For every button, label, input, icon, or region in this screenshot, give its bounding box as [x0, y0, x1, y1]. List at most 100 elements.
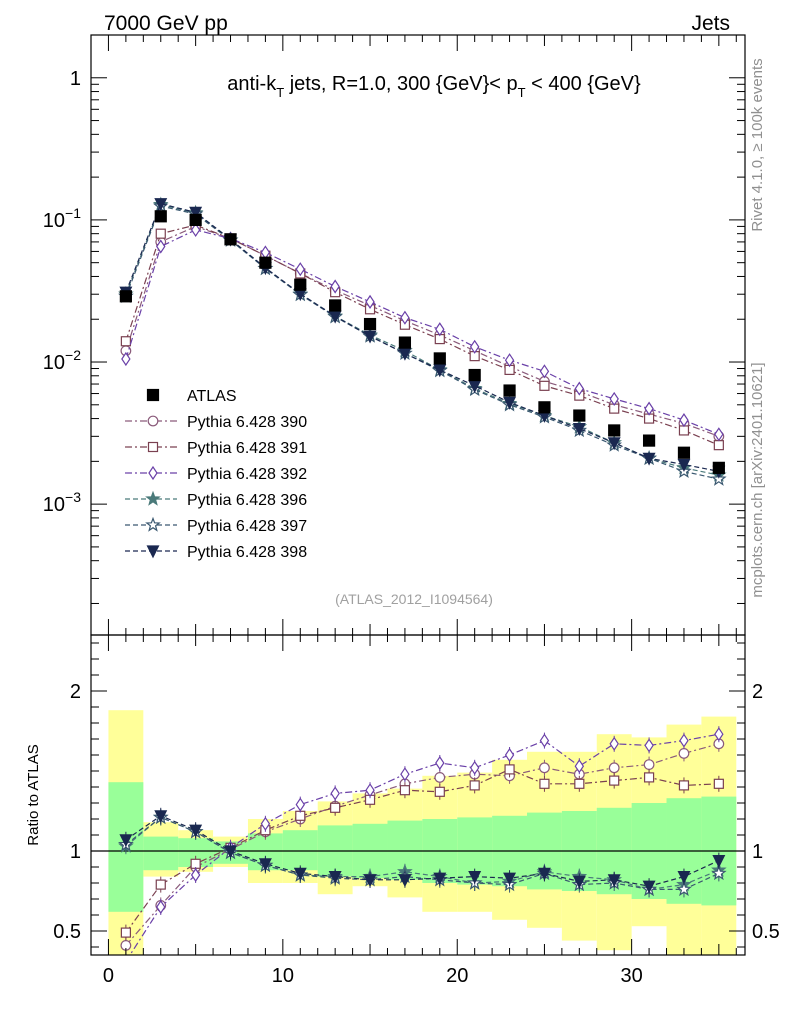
legend-label: ATLAS — [187, 388, 237, 405]
ratio-point — [678, 780, 690, 791]
legend-label: Pythia 6.428 398 — [187, 544, 307, 561]
ratio-point — [712, 854, 726, 868]
data-point — [678, 425, 690, 436]
data-point — [363, 317, 377, 331]
ratio-point — [363, 874, 377, 888]
data-point — [329, 299, 342, 312]
ratio-point — [125, 954, 127, 955]
ratio-point — [677, 870, 691, 884]
series-line — [125, 202, 719, 472]
ratio-point — [190, 867, 201, 883]
data-point — [574, 381, 585, 396]
legend-marker — [147, 415, 159, 427]
ratio-point — [399, 785, 411, 796]
ratio-y-tick-label: 1 — [70, 841, 81, 863]
ratio-point — [678, 748, 690, 759]
ratio-point — [400, 767, 410, 782]
data-point — [573, 409, 586, 422]
legend-item: ATLAS — [146, 388, 237, 405]
data-point — [400, 310, 410, 325]
ratio-point — [365, 783, 375, 798]
data-point — [539, 364, 550, 379]
ratio-point — [433, 872, 447, 886]
data-point — [714, 427, 724, 442]
y-tick-label: 10−3 — [43, 489, 81, 516]
ratio-point — [155, 879, 166, 890]
analysis-label: (ATLAS_2012_I1094564) — [335, 591, 493, 607]
data-point — [642, 434, 656, 447]
data-point — [677, 458, 691, 472]
series-atlas — [119, 210, 725, 474]
data-point — [154, 198, 168, 212]
data-point — [468, 368, 481, 382]
legend-item: Pythia 6.428 398 — [125, 544, 307, 561]
ratio-point — [572, 875, 586, 889]
ratio-y-tick-label-right: 1 — [752, 841, 763, 863]
data-point — [608, 424, 621, 437]
legend-marker — [146, 545, 160, 559]
ratio-point — [574, 759, 585, 774]
data-point — [119, 290, 132, 303]
data-point — [259, 256, 272, 269]
ratio-point — [190, 858, 201, 869]
data-point — [503, 396, 517, 410]
ratio-point — [608, 762, 620, 774]
series-pythia-6-428-392 — [121, 222, 724, 442]
data-point — [642, 452, 656, 466]
legend-label: Pythia 6.428 397 — [187, 518, 307, 535]
legend-label: Pythia 6.428 391 — [187, 440, 307, 457]
series-line — [125, 205, 719, 480]
ratio-panel: 0.5 0.51 12 20 10 20 30 Ratio to ATLAS — [25, 634, 780, 987]
ratio-point — [189, 824, 203, 838]
ratio-point — [537, 867, 551, 881]
ratio-line — [125, 816, 720, 891]
legend-item: Pythia 6.428 396 — [125, 490, 307, 509]
series-line — [125, 224, 720, 446]
ratio-point — [224, 845, 237, 859]
data-point — [713, 440, 724, 451]
data-point — [294, 278, 307, 291]
y-tick-label: 10−2 — [43, 347, 81, 374]
ratio-point — [711, 865, 727, 881]
data-point — [120, 336, 131, 347]
ratio-point — [539, 762, 550, 774]
data-point — [679, 413, 689, 428]
series-line — [125, 203, 719, 476]
ratio-point — [504, 747, 515, 763]
x-tick-label: 30 — [621, 965, 643, 987]
ratio-point — [676, 881, 692, 897]
legend-marker — [147, 441, 159, 453]
ratio-point — [156, 899, 166, 915]
ratio-point — [469, 760, 480, 775]
data-point — [609, 391, 619, 406]
ratio-y-tick-label-right: 2 — [752, 681, 763, 703]
ratio-line — [129, 733, 719, 955]
series-pythia-6-428-396 — [118, 196, 727, 482]
ratio-point — [643, 759, 655, 770]
uncertainty-band-inner — [143, 836, 179, 871]
ratio-point — [295, 810, 306, 821]
ratio-point — [539, 733, 550, 748]
legend-marker — [145, 490, 161, 506]
data-point — [398, 336, 412, 349]
uncertainty-band-inner — [282, 830, 318, 871]
legend: ATLAS Pythia 6.428 390 Pythia 6.428 391 Pyt… — [125, 388, 307, 561]
data-point — [156, 239, 166, 254]
ratio-point — [468, 870, 482, 884]
data-point — [644, 401, 654, 416]
header-left: 7000 GeV pp — [104, 12, 228, 35]
ratio-point — [258, 858, 272, 872]
legend-label: Pythia 6.428 390 — [187, 414, 307, 431]
y-tick-label: 1 — [70, 68, 81, 90]
ratio-line — [125, 815, 720, 887]
ratio-point — [435, 755, 445, 771]
x-tick-label: 0 — [103, 965, 114, 987]
data-point — [433, 364, 447, 378]
ratio-point — [609, 736, 619, 751]
series-pythia-6-428-398 — [119, 198, 726, 479]
data-point — [224, 233, 237, 246]
legend-item: Pythia 6.428 397 — [125, 516, 307, 535]
ratio-point — [469, 780, 480, 791]
main-title: anti-kT jets, R=1.0, 300 {GeV}< pT < 400… — [227, 73, 641, 100]
data-point — [572, 423, 586, 436]
